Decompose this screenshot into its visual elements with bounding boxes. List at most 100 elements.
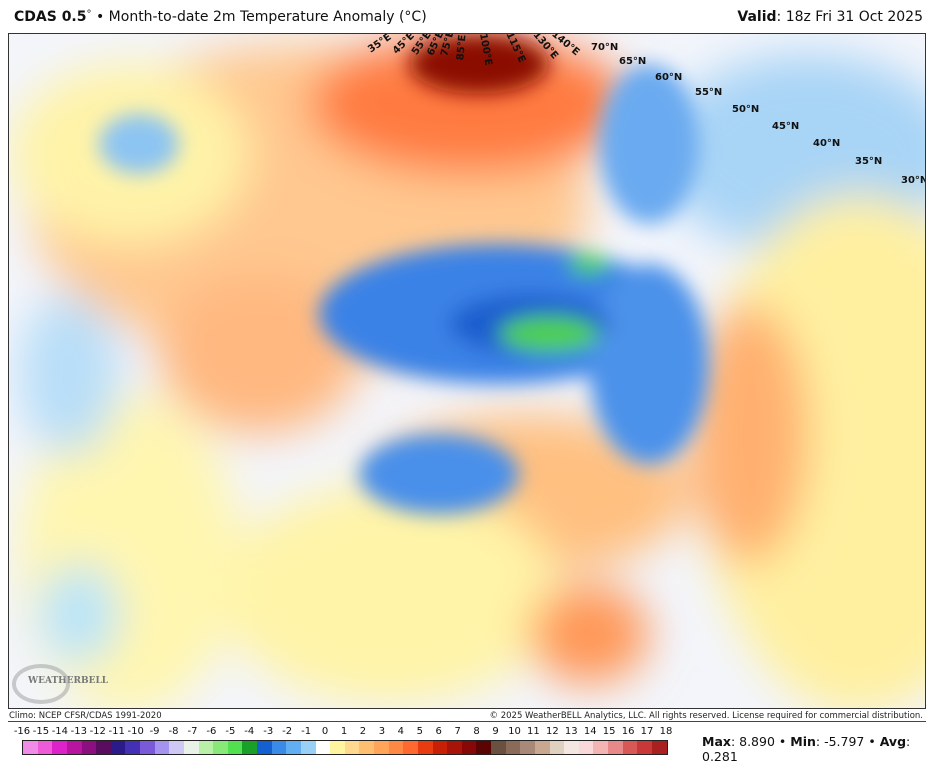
colorbar-swatch xyxy=(359,741,374,754)
colorbar-tick: 15 xyxy=(602,726,616,737)
colorbar-tick: 10 xyxy=(508,726,521,737)
colorbar-swatch xyxy=(432,741,448,754)
colorbar-tick: -11 xyxy=(108,726,125,737)
lat-label: 40°N xyxy=(813,138,841,149)
colorbar-swatch xyxy=(637,741,652,754)
avg-value: 0.281 xyxy=(702,749,738,764)
colorbar xyxy=(22,740,668,755)
colorbar-tick: -1 xyxy=(301,726,312,737)
colorbar-tick: 6 xyxy=(435,726,442,737)
colorbar-swatch xyxy=(330,741,345,754)
anomaly-map[interactable]: 70°N 65°N 60°N 55°N 50°N 45°N 40°N 35°N … xyxy=(8,33,926,709)
colorbar-tick: 11 xyxy=(527,726,540,737)
colorbar-tick: 8 xyxy=(473,726,480,737)
colorbar-swatch xyxy=(549,741,565,754)
colorbar-tick: 14 xyxy=(583,726,597,737)
colorbar-swatch xyxy=(344,741,360,754)
colorbar-tick: 0 xyxy=(321,726,329,737)
colorbar-swatch xyxy=(461,741,477,754)
colorbar-tick: -12 xyxy=(89,726,106,737)
colorbar-swatch xyxy=(622,741,638,754)
colorbar-tick: -4 xyxy=(244,726,255,737)
anomaly-field xyxy=(9,34,925,708)
colorbar-swatch xyxy=(227,741,243,754)
colorbar-swatch xyxy=(403,741,418,754)
colorbar-swatch xyxy=(81,741,97,754)
colorbar-tick: -9 xyxy=(149,726,160,737)
valid-value: : 18z Fri 31 Oct 2025 xyxy=(776,9,923,25)
colorbar-tick: 3 xyxy=(378,726,386,737)
colorbar-tick: 12 xyxy=(545,726,559,737)
colorbar-tick: 5 xyxy=(416,726,423,737)
lat-label: 60°N xyxy=(655,72,683,83)
colorbar-swatch xyxy=(388,741,404,754)
colorbar-tick: 17 xyxy=(640,726,654,737)
colorbar-swatch xyxy=(417,741,433,754)
lat-label: 50°N xyxy=(732,104,760,115)
colorbar-swatch xyxy=(505,741,521,754)
colorbar-tick: 16 xyxy=(621,726,635,737)
max-label: Max xyxy=(702,734,731,749)
lat-label: 45°N xyxy=(772,121,800,132)
colorbar-swatch xyxy=(651,741,667,754)
colorbar-tick: -13 xyxy=(70,726,87,737)
colorbar-swatch xyxy=(608,741,623,754)
min-label: Min xyxy=(790,734,816,749)
colorbar-swatch xyxy=(374,741,389,754)
colorbar-swatch xyxy=(169,741,184,754)
separator: • xyxy=(95,9,105,25)
map-title: CDAS 0.5° • Month-to-date 2m Temperature… xyxy=(14,9,427,25)
colorbar-tick: -16 xyxy=(13,726,31,737)
degree-mark: ° xyxy=(86,9,92,20)
colorbar-swatch xyxy=(198,741,214,754)
weatherbell-logo: WEATHERBELL xyxy=(10,660,108,704)
colorbar-swatch xyxy=(300,741,316,754)
lat-label: 70°N xyxy=(591,42,619,53)
colorbar-swatch xyxy=(23,741,38,754)
lat-label: 65°N xyxy=(619,56,647,67)
colorbar-tick: -3 xyxy=(263,726,274,737)
colorbar-swatch xyxy=(257,741,272,754)
colorbar-swatch xyxy=(183,741,199,754)
colorbar-swatch xyxy=(125,741,140,754)
colorbar-swatch xyxy=(242,741,257,754)
colorbar-tick: 4 xyxy=(397,726,404,737)
colorbar-swatch xyxy=(271,741,287,754)
climo-note: Climo: NCEP CFSR/CDAS 1991-2020 xyxy=(9,711,162,721)
min-value: -5.797 xyxy=(824,734,865,749)
lat-label: 30°N xyxy=(901,175,926,186)
colorbar-tick: -5 xyxy=(225,726,236,737)
colorbar-tick: 13 xyxy=(564,726,578,737)
colorbar-swatch xyxy=(578,741,594,754)
valid-time: Valid: 18z Fri 31 Oct 2025 xyxy=(737,9,923,25)
colorbar-swatch xyxy=(140,741,155,754)
colorbar-swatch xyxy=(534,741,550,754)
max-value: 8.890 xyxy=(739,734,775,749)
colorbar-swatch xyxy=(520,741,535,754)
colorbar-tick: -14 xyxy=(51,726,69,737)
avg-label: Avg xyxy=(879,734,907,749)
colorbar-swatch xyxy=(213,741,228,754)
colorbar-tick: 1 xyxy=(340,726,348,737)
lat-label: 55°N xyxy=(695,87,723,98)
colorbar-tick: -15 xyxy=(32,726,50,737)
colorbar-tick: -6 xyxy=(206,726,217,737)
colorbar-swatch xyxy=(447,741,462,754)
colorbar-tick: 2 xyxy=(359,726,367,737)
colorbar-tick: -2 xyxy=(282,726,293,737)
colorbar-swatch xyxy=(110,741,126,754)
title-text: Month-to-date 2m Temperature Anomaly (°C… xyxy=(108,9,427,25)
valid-label: Valid xyxy=(737,9,777,25)
colorbar-swatch xyxy=(491,741,506,754)
colorbar-tick: 9 xyxy=(492,726,499,737)
colorbar-swatch xyxy=(52,741,67,754)
colorbar-swatch xyxy=(593,741,608,754)
colorbar-swatch xyxy=(96,741,111,754)
colorbar-tick: 7 xyxy=(454,726,461,737)
colorbar-tick: -8 xyxy=(168,726,179,737)
colorbar-tick: -10 xyxy=(127,726,144,737)
lon-label: 85°E xyxy=(455,34,469,61)
colorbar-tick: 18 xyxy=(659,726,673,737)
colorbar-tick: -7 xyxy=(187,726,198,737)
colorbar-swatch xyxy=(476,741,491,754)
